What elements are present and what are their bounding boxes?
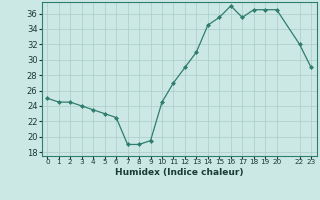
X-axis label: Humidex (Indice chaleur): Humidex (Indice chaleur) bbox=[115, 168, 244, 177]
